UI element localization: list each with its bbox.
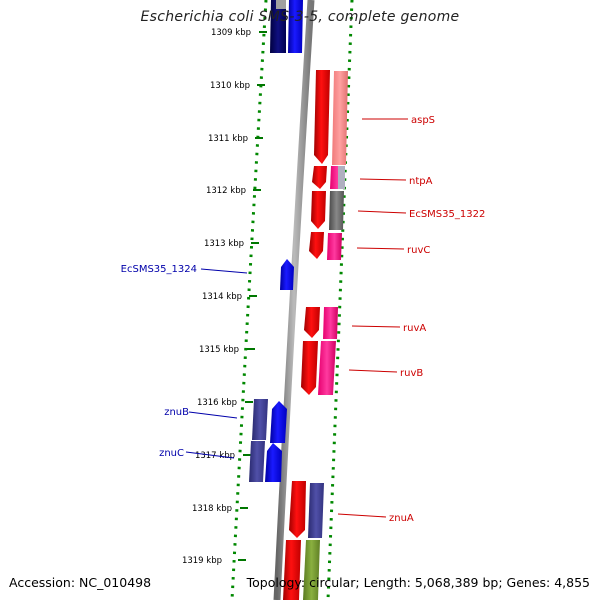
tick-label: 1313 kbp [204,239,244,249]
cds-reverse-EcSMS35_1324[interactable] [280,259,294,290]
tick-label: 1318 kbp [192,504,232,514]
cds-reverse-znuB[interactable] [270,401,287,443]
cds-forward-feature[interactable] [283,540,301,600]
genome-summary-label: Topology: circular; Length: 5,068,389 bp… [246,575,590,590]
tick-label: 1311 kbp [208,134,248,144]
ruler-ticks [238,31,267,561]
gene-label-ruvB[interactable]: ruvB [400,368,423,379]
cog-block-EcSMS35_1322 [329,191,344,230]
cds-forward-aspS[interactable] [314,70,330,164]
gene-label-ntpA[interactable]: ntpA [409,176,433,187]
tick-label: 1312 kbp [206,186,246,196]
cog-block-znuB [252,399,268,440]
cds-reverse-feature[interactable] [288,0,303,53]
cds-forward-ruvA[interactable] [304,307,320,338]
accession-label: Accession: NC_010498 [9,575,152,590]
cog-block-znuC [249,441,265,482]
backbone-track [273,0,315,600]
gene-label-ruvC[interactable]: ruvC [407,245,430,256]
cds-forward-ruvC[interactable] [309,232,324,259]
cog-block-znuA [308,483,324,538]
gene-label-znuB[interactable]: znuB [164,407,189,418]
gene-labels: aspS ntpA EcSMS35_1322 ruvC EcSMS35_1324… [121,115,486,524]
cds-forward-znuA[interactable] [289,481,306,538]
gene-label-EcSMS35_1322[interactable]: EcSMS35_1322 [409,209,485,220]
gene-label-aspS[interactable]: aspS [411,115,435,126]
tick-label: 1319 kbp [182,556,222,566]
gene-label-znuC[interactable]: znuC [159,448,184,459]
cog-block-feature [303,540,320,600]
tick-label: 1310 kbp [210,81,250,91]
label-leaders [185,118,408,518]
cog-block-ntpA-gray [338,166,345,189]
tick-label: 1315 kbp [199,345,239,355]
ruler-tick-labels: 1309 kbp 1310 kbp 1311 kbp 1312 kbp 1313… [182,28,251,566]
cog-block-aspS [332,71,348,165]
cds-forward-EcSMS35_1322[interactable] [311,191,326,229]
cog-block-ruvC [327,233,342,260]
gene-label-EcSMS35_1324[interactable]: EcSMS35_1324 [121,264,197,275]
feature-segment [276,0,286,9]
cds-reverse-feature[interactable] [270,0,286,53]
map-title: Escherichia coli SMS-3-5, complete genom… [140,9,460,25]
cds-reverse-znuC[interactable] [265,443,282,482]
gene-label-ruvA[interactable]: ruvA [403,323,426,334]
cog-block-ruvA [323,307,338,339]
cds-forward-ruvB[interactable] [301,341,318,395]
tick-label: 1314 kbp [202,292,242,302]
cds-forward-ntpA[interactable] [312,166,327,189]
cog-block-ruvB [318,341,336,395]
tick-label: 1316 kbp [197,398,237,408]
gene-label-znuA[interactable]: znuA [389,513,414,524]
tick-label: 1309 kbp [211,28,251,38]
